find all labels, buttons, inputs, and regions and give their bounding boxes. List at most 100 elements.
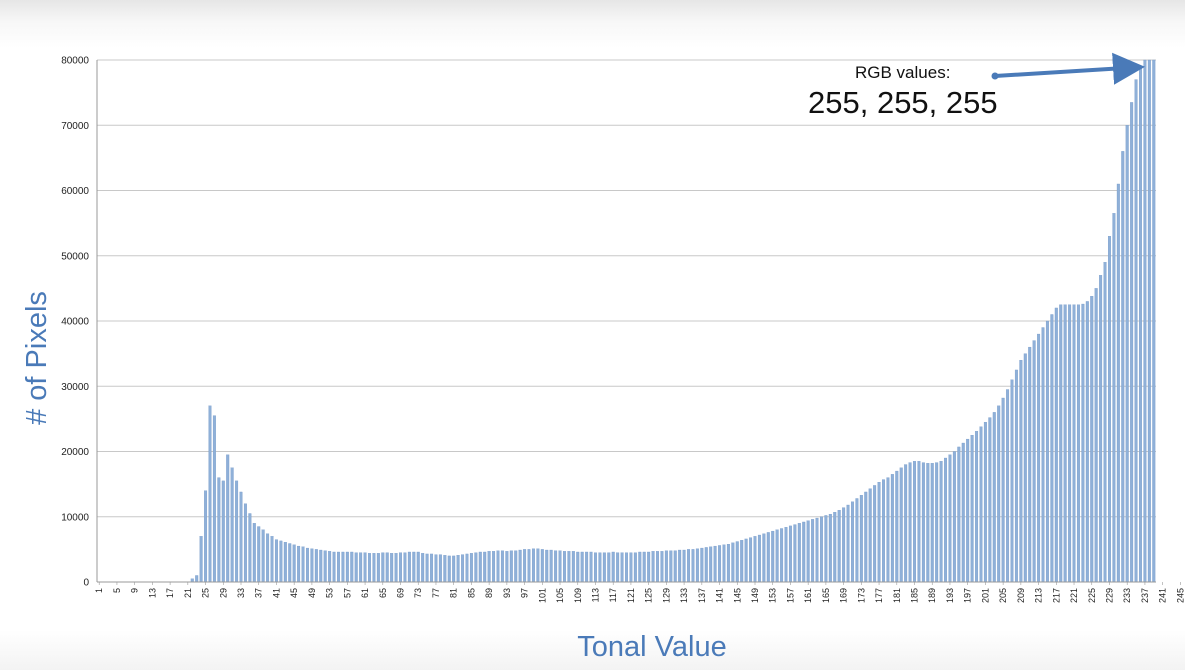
histogram-bar (314, 549, 318, 583)
histogram-bar (252, 523, 256, 583)
x-tick-label: 53 (325, 588, 335, 598)
histogram-bar (713, 545, 717, 583)
histogram-bar (784, 527, 788, 583)
y-tick-label: 40000 (61, 317, 89, 328)
y-tick-label: 70000 (61, 121, 89, 132)
histogram-bar (819, 516, 823, 583)
x-tick-label: 157 (785, 588, 795, 603)
histogram-bar (257, 526, 261, 583)
x-tick-label: 25 (201, 588, 211, 598)
histogram-bar (399, 552, 403, 583)
histogram-bar (709, 546, 713, 583)
x-tick-label: 21 (183, 588, 193, 598)
x-tick-label: 245 (1175, 588, 1185, 603)
annotation-value: 255, 255, 255 (808, 85, 998, 120)
histogram-bar (824, 515, 828, 583)
histogram-bar (921, 462, 925, 583)
x-tick-label: 77 (431, 588, 441, 598)
x-tick-label: 93 (502, 588, 512, 598)
histogram-bar (469, 553, 473, 583)
histogram-bar (988, 417, 992, 583)
histogram-bar (864, 491, 868, 583)
histogram-bar (456, 555, 460, 583)
histogram-bar (806, 520, 810, 583)
histogram-bar (1085, 301, 1089, 583)
histogram-bar (558, 550, 562, 583)
histogram-bar (877, 482, 881, 583)
axes (96, 60, 1156, 583)
x-tick-label: 73 (413, 588, 423, 598)
x-tick-label: 173 (856, 588, 866, 603)
x-tick-label: 137 (697, 588, 707, 603)
histogram-bar (868, 488, 872, 583)
x-tick-label: 225 (1087, 588, 1097, 603)
histogram-bar (1076, 304, 1080, 583)
histogram-bar (1103, 262, 1107, 583)
x-tick-label: 185 (910, 588, 920, 603)
histogram-bar (944, 457, 948, 583)
y-tick-label: 30000 (61, 382, 89, 393)
histogram-bar (802, 521, 806, 583)
x-tick-label: 189 (927, 588, 937, 603)
histogram-bar (899, 467, 903, 583)
x-tick-label: 61 (360, 588, 370, 598)
gridlines (97, 59, 1156, 518)
histogram-bar (753, 536, 757, 583)
histogram-bar (323, 550, 327, 583)
histogram-bar (1045, 320, 1049, 583)
x-tick-label: 97 (520, 588, 530, 598)
histogram-bar (1094, 288, 1098, 583)
x-tick-label: 57 (342, 588, 352, 598)
histogram-bar (979, 426, 983, 583)
histogram-bar (620, 552, 624, 583)
x-tick-label: 85 (466, 588, 476, 598)
histogram-bar (682, 549, 686, 583)
histogram-bar (1130, 102, 1134, 583)
histogram-bar (757, 534, 761, 583)
histogram-bar (332, 551, 336, 583)
histogram-bar (935, 462, 939, 583)
histogram-bar (345, 551, 349, 583)
histogram-bar (1041, 327, 1045, 583)
histogram-bar (726, 544, 730, 583)
histogram-bar (678, 549, 682, 583)
histogram-bar (957, 446, 961, 583)
histogram-bar (607, 552, 611, 583)
histogram-bar (1050, 314, 1054, 583)
histogram-bar (687, 549, 691, 583)
x-tick-label: 49 (307, 588, 317, 598)
histogram-bar (363, 552, 367, 583)
histogram-bar (341, 551, 345, 583)
histogram-bar (1014, 369, 1018, 583)
histogram-bar (1019, 359, 1023, 583)
histogram-bar (890, 474, 894, 583)
histogram-bar (217, 477, 221, 583)
histogram-bar (514, 550, 518, 583)
histogram-bar (403, 552, 407, 583)
histogram-bar (221, 480, 225, 583)
x-tick-label: 133 (679, 588, 689, 603)
histogram-bar (598, 552, 602, 583)
histogram-bar (199, 536, 203, 583)
histogram-bar (602, 552, 606, 583)
x-tick-label: 209 (1016, 588, 1026, 603)
x-tick-label: 37 (254, 588, 264, 598)
histogram-bar (651, 551, 655, 583)
histogram-bar (518, 549, 522, 583)
x-tick-label: 69 (396, 588, 406, 598)
histogram-bar (811, 519, 815, 583)
histogram-bar (1134, 79, 1138, 583)
histogram-bar (771, 530, 775, 583)
histogram-bar (571, 551, 575, 583)
histogram-bar (948, 454, 952, 583)
histogram-bar (1001, 397, 1005, 583)
histogram-bar (975, 431, 979, 583)
histogram-bar (328, 551, 332, 583)
histogram-bar (797, 523, 801, 583)
histogram-bar (633, 552, 637, 583)
histogram-bar (815, 517, 819, 583)
histogram-bar (1023, 353, 1027, 583)
rgb-annotation: RGB values: 255, 255, 255 (808, 52, 1145, 120)
histogram-bar (505, 551, 509, 583)
